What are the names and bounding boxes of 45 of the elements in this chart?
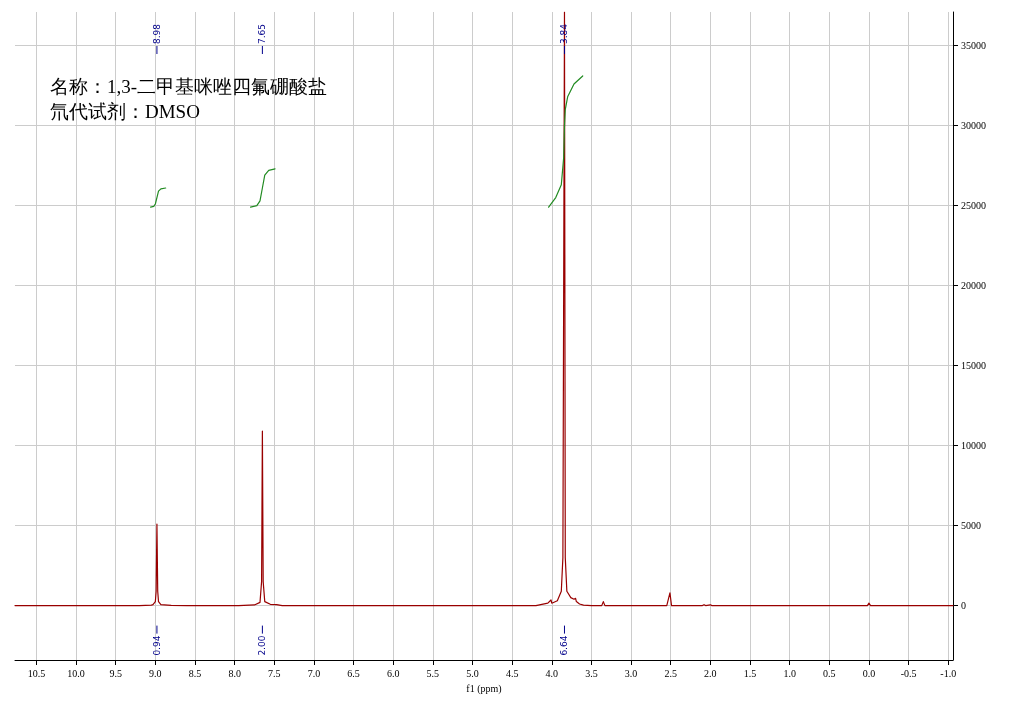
y-tick-label: 30000	[961, 120, 986, 132]
line-series	[249, 168, 276, 208]
x-tick-label: 6.0	[386, 667, 400, 679]
x-tick-label: 9.5	[109, 667, 122, 679]
x-tick-label: 6.5	[347, 667, 360, 679]
y-tick-label: 35000	[961, 40, 986, 52]
text: 氘代试剂：DMSO	[50, 101, 200, 122]
annotation: 7.65	[257, 23, 268, 45]
line-series	[548, 75, 584, 208]
x-tick-label: 10.0	[67, 667, 85, 679]
x-tick-label: 4.5	[505, 667, 519, 679]
x-tick-label: -1.0	[940, 667, 957, 679]
line-series	[149, 187, 167, 208]
annotation: 3.84	[559, 23, 570, 45]
x-tick-label: 5.5	[426, 667, 440, 679]
annotation: 0.94	[151, 635, 162, 656]
x-tick-label: 7.5	[268, 667, 281, 679]
y-tick-label: 15000	[961, 360, 986, 372]
x-tick-label: 9.0	[149, 667, 162, 679]
x-tick-label: 1.0	[783, 667, 796, 679]
x-tick-label: 3.5	[585, 667, 598, 679]
y-tick-label: 10000	[961, 440, 986, 452]
y-tick-label: 20000	[961, 280, 986, 292]
x-tick-label: 10.5	[27, 667, 46, 679]
x-tick-label: 4.0	[545, 667, 559, 679]
line-series	[14, 11, 954, 607]
annotation: 6.64	[559, 635, 570, 656]
x-tick-label: 7.0	[307, 667, 321, 679]
x-tick-label: 2.5	[664, 667, 677, 679]
x-tick-label: 8.5	[188, 667, 202, 679]
x-axis-title: f1 (ppm)	[466, 682, 502, 695]
text: 名称：1,3-二甲基咪唑四氟硼酸盐	[50, 76, 328, 97]
x-tick-label: 2.0	[704, 667, 717, 679]
x-tick-label: 8.0	[228, 667, 241, 679]
annotation: 2.00	[257, 635, 268, 656]
x-tick-label: 0.0	[862, 667, 876, 679]
y-tick-label: 0	[961, 600, 966, 612]
x-tick-label: 5.0	[466, 667, 479, 679]
x-tick-label: 3.0	[624, 667, 638, 679]
x-tick-label: -0.5	[900, 667, 917, 679]
annotation: 8.98	[151, 23, 162, 45]
y-tick-label: 25000	[961, 200, 986, 212]
x-tick-label: 0.5	[823, 667, 836, 679]
x-tick-label: 1.5	[743, 667, 757, 679]
y-tick-label: 5000	[961, 520, 981, 532]
